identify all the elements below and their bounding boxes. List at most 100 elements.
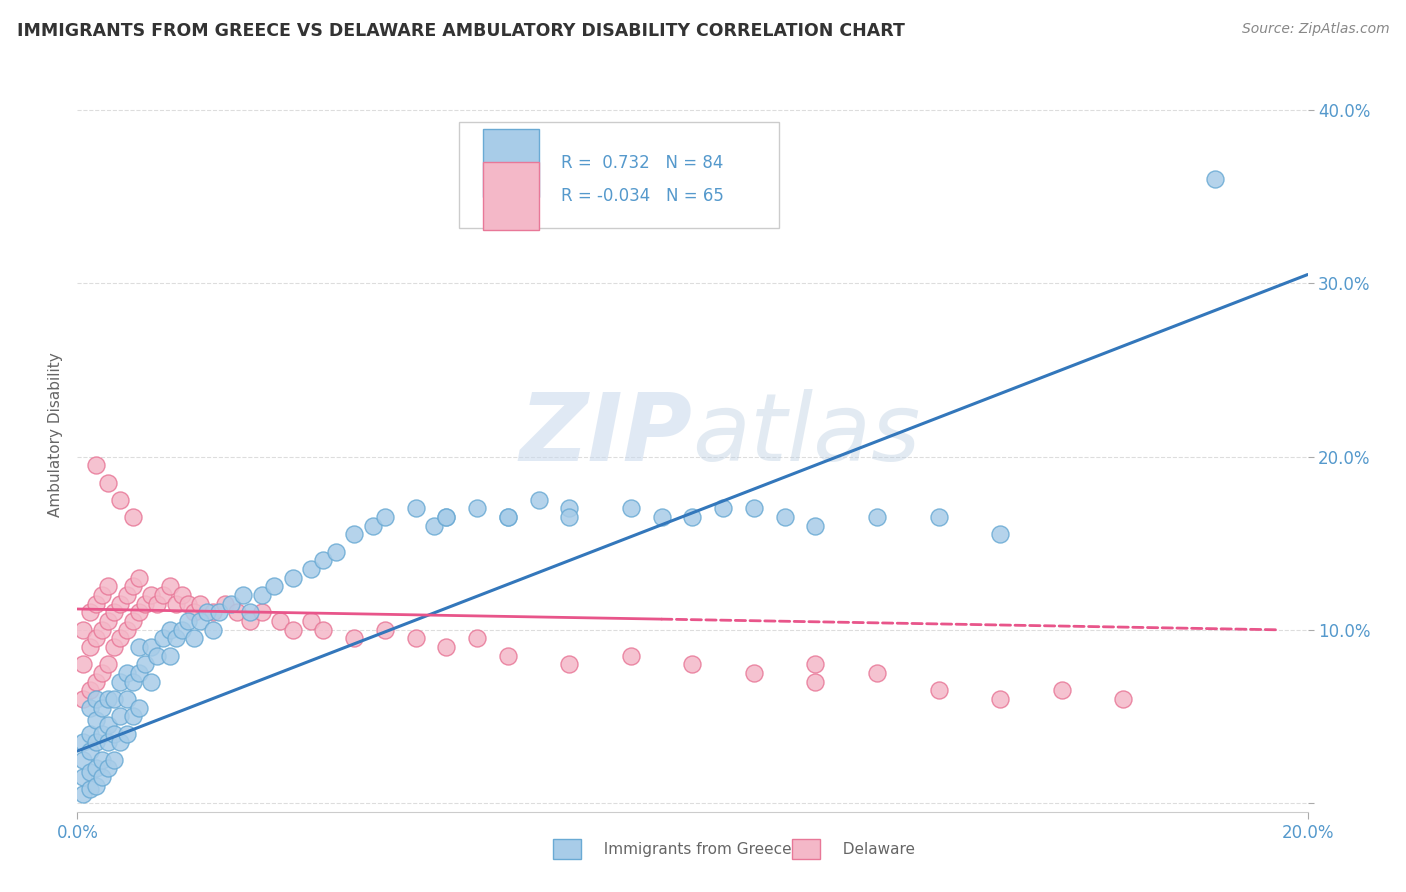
Point <box>110 492 132 507</box>
Point <box>115 692 138 706</box>
Point <box>121 709 143 723</box>
Text: ZIP: ZIP <box>520 389 693 481</box>
Point <box>188 614 212 628</box>
Point <box>84 597 107 611</box>
Point <box>682 510 704 524</box>
Point <box>90 666 114 681</box>
Point <box>90 753 114 767</box>
Point <box>72 770 94 784</box>
Point <box>84 713 107 727</box>
Point <box>928 510 950 524</box>
Point <box>72 657 94 672</box>
Point <box>141 588 163 602</box>
Point <box>988 692 1011 706</box>
Point <box>84 632 107 646</box>
Point <box>141 674 163 689</box>
Point <box>128 666 150 681</box>
Point <box>1050 683 1073 698</box>
Point <box>239 606 262 620</box>
Point <box>866 666 889 681</box>
Point <box>84 674 107 689</box>
Point <box>90 770 114 784</box>
Point <box>361 518 384 533</box>
Point <box>79 764 101 779</box>
Point <box>325 545 347 559</box>
Point <box>90 623 114 637</box>
FancyBboxPatch shape <box>484 162 538 230</box>
Point <box>281 571 304 585</box>
Point <box>343 527 366 541</box>
Point <box>128 640 150 654</box>
Point <box>269 614 291 628</box>
Point <box>239 614 262 628</box>
Point <box>177 597 200 611</box>
Point <box>84 779 107 793</box>
Point <box>436 510 458 524</box>
Point <box>146 648 169 663</box>
Point <box>152 588 174 602</box>
Point <box>90 727 114 741</box>
Point <box>103 692 125 706</box>
Point <box>103 753 125 767</box>
Point <box>110 674 132 689</box>
Point <box>343 632 366 646</box>
Text: IMMIGRANTS FROM GREECE VS DELAWARE AMBULATORY DISABILITY CORRELATION CHART: IMMIGRANTS FROM GREECE VS DELAWARE AMBUL… <box>17 22 904 40</box>
Point <box>79 744 101 758</box>
Point <box>232 588 254 602</box>
Point <box>374 510 396 524</box>
Point <box>423 518 446 533</box>
Point <box>201 623 224 637</box>
Point <box>97 761 120 775</box>
Text: Immigrants from Greece: Immigrants from Greece <box>555 842 792 856</box>
Point <box>97 475 120 490</box>
Point <box>465 632 488 646</box>
Point <box>299 562 322 576</box>
Point <box>110 735 132 749</box>
Point <box>558 657 581 672</box>
Point <box>159 579 181 593</box>
Point <box>711 501 734 516</box>
Point <box>1112 692 1135 706</box>
Point <box>165 597 187 611</box>
Point <box>165 632 187 646</box>
Point <box>90 700 114 714</box>
Point <box>651 510 673 524</box>
Point <box>159 648 181 663</box>
Point <box>79 606 101 620</box>
Point <box>84 458 107 472</box>
Point <box>121 579 143 593</box>
Point <box>226 606 249 620</box>
Point <box>110 597 132 611</box>
Point <box>110 632 132 646</box>
Point <box>103 640 125 654</box>
Point <box>742 666 765 681</box>
Point <box>146 597 169 611</box>
Point <box>620 501 643 516</box>
Point <box>97 579 120 593</box>
FancyBboxPatch shape <box>458 122 779 227</box>
Point <box>79 727 101 741</box>
Point <box>496 510 519 524</box>
Point <box>281 623 304 637</box>
Point <box>188 597 212 611</box>
Point <box>97 718 120 732</box>
Text: atlas: atlas <box>693 389 921 481</box>
Point <box>866 510 889 524</box>
Point <box>620 648 643 663</box>
Point <box>97 614 120 628</box>
Point <box>152 632 174 646</box>
Point <box>1204 172 1226 186</box>
Point <box>121 510 143 524</box>
Point <box>312 553 335 567</box>
Point <box>121 614 143 628</box>
Point <box>72 753 94 767</box>
Point <box>436 510 458 524</box>
Point <box>558 510 581 524</box>
Point <box>79 782 101 797</box>
Point <box>115 588 138 602</box>
Point <box>201 606 224 620</box>
Point <box>208 606 231 620</box>
Point <box>988 527 1011 541</box>
Point <box>97 692 120 706</box>
Point <box>496 648 519 663</box>
